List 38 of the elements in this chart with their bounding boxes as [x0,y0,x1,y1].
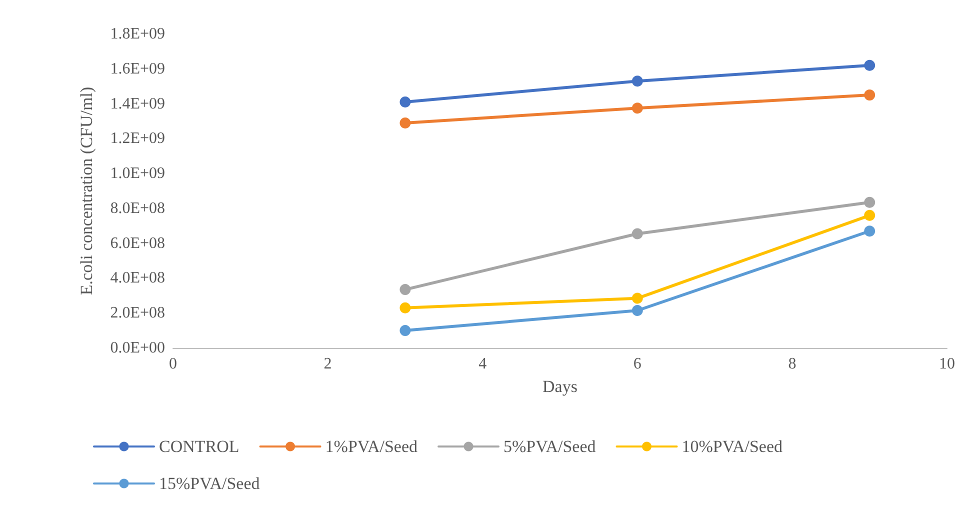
point [864,226,876,237]
legend-label: 1%PVA/Seed [325,437,418,456]
legend-label: 5%PVA/Seed [504,437,596,456]
point [632,76,643,87]
point [632,292,643,304]
legend-label: CONTROL [159,437,240,456]
point [864,90,876,101]
point [632,304,643,316]
point [400,96,411,108]
point [400,284,411,296]
point [632,102,643,114]
point [400,302,411,314]
point [864,60,876,71]
x-tick-label: 4 [478,356,487,372]
y-tick-label: 1.0E+09 [110,165,165,182]
x-tick-label: 0 [169,356,177,372]
x-tick-label: 8 [788,356,796,372]
y-axis-title: E.coli concentration (CFU/ml) [77,86,96,296]
point [632,228,643,240]
x-tick-label: 6 [633,356,642,372]
legend-label: 15%PVA/Seed [159,474,260,493]
point [864,210,876,221]
y-tick-label: 1.2E+09 [110,130,165,148]
legend-label: 10%PVA/Seed [682,437,784,456]
y-tick-label: 8.0E+08 [110,200,165,217]
y-tick-label: 1.4E+09 [110,95,165,112]
y-tick-label: 1.8E+09 [110,26,165,42]
x-tick-label: 10 [939,356,955,372]
point [400,325,411,336]
y-tick-label: 1.6E+09 [110,60,165,78]
x-axis-title: Days [542,377,578,396]
point [400,117,411,128]
y-tick-label: 2.0E+08 [110,304,165,322]
point [864,196,876,208]
y-tick-label: 0.0E+00 [110,340,165,356]
y-tick-label: 6.0E+08 [110,234,165,252]
x-tick-label: 2 [324,356,332,372]
y-tick-label: 4.0E+08 [110,270,165,287]
